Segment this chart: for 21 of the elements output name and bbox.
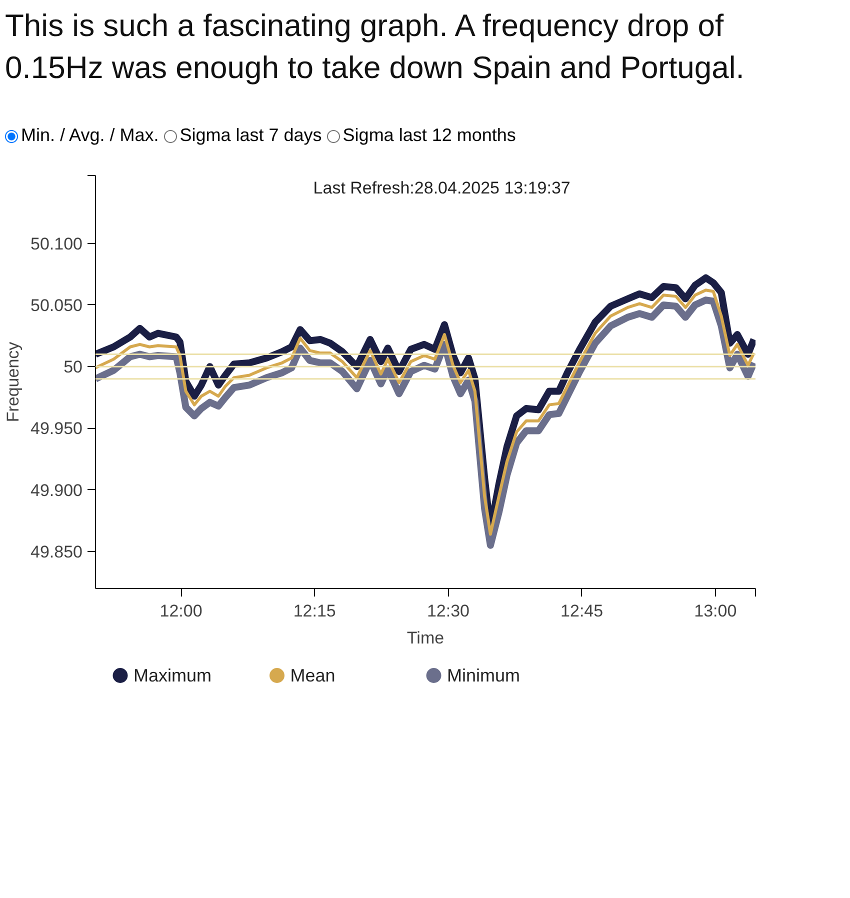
y-tick-label: 49.950 (30, 419, 83, 438)
annotation: Last Refresh:28.04.2025 13:19:37 (313, 178, 570, 198)
y-tick-label: 49.850 (30, 542, 83, 562)
text: Sigma last 7 days (180, 125, 322, 145)
x-tick-label: 12:45 (560, 602, 604, 620)
x-tick-label: 12:00 (160, 602, 202, 620)
y-tick-label: 50 (64, 358, 83, 377)
text: Sigma last 12 months (342, 125, 516, 145)
y-tick-label: 49.900 (30, 480, 83, 500)
x-axis-title: Time (406, 628, 444, 648)
chart-title: This is such a fascinating graph. A frequency drop of 0.15Hz was enough to take down Spain and Portugal. (5, 7, 746, 87)
x-tick-label: 12:30 (426, 602, 470, 620)
y-axis-title: Frequency (4, 341, 23, 422)
legend-label: Mean (290, 666, 336, 686)
x-tick-label: 12:15 (293, 602, 336, 620)
text: Min. / Avg. / Max. (21, 125, 159, 145)
legend-label: Maximum (133, 666, 212, 686)
x-tick-label: 13:00 (694, 602, 737, 620)
y-tick-label: 50.100 (30, 234, 83, 254)
y-tick-label: 50.050 (30, 296, 83, 315)
legend-label: Minimum (446, 666, 520, 686)
